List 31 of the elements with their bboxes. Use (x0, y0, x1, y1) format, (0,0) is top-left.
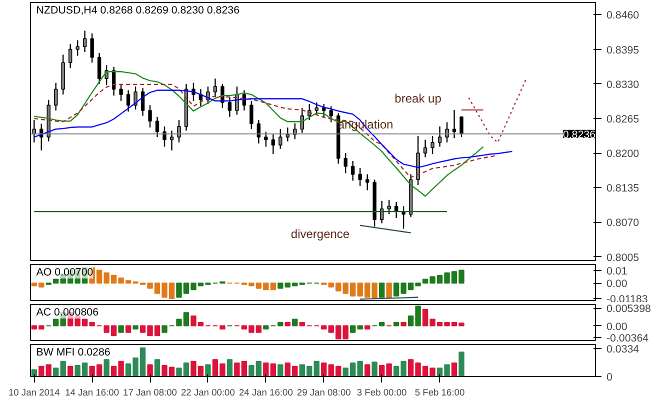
y-tick-label: 0.8395 (606, 44, 640, 56)
x-tick-label: 10 Jan 2014 (8, 388, 60, 398)
chart-title: BW MFI 0.0286 (36, 346, 110, 358)
y-tick-label: 0.00 (606, 278, 628, 290)
y-tick-label: 0.01 (606, 265, 628, 278)
y-tick-label: 0.8070 (606, 217, 640, 230)
x-tick-label: 3 Feb 00:00 (356, 388, 407, 398)
x-tick-label: 29 Jan 08:00 (296, 388, 351, 398)
x-tick-label: 24 Jan 16:00 (238, 388, 293, 398)
y-tick-label: 0.8330 (606, 78, 640, 91)
annotation: divergence (290, 227, 350, 242)
y-tick-label: 0.8200 (606, 148, 640, 160)
y-tick-label: 0.005398 (606, 303, 652, 316)
chart-title: NZDUSD,H4 0.8268 0.8269 0.8230 0.8236 (36, 4, 240, 16)
y-tick-label: 0.0334 (606, 343, 640, 356)
chart-title: AC 0.000806 (36, 306, 99, 318)
chart-title: AO 0.00700 (36, 266, 94, 278)
x-tick-label: 5 Feb 16:00 (414, 388, 465, 398)
y-tick-label: 0.8460 (606, 10, 640, 22)
x-tick-label: 17 Jan 08:00 (123, 388, 177, 398)
y-tick-label: 0 (606, 372, 612, 384)
y-tick-label: 0.8135 (606, 182, 640, 195)
x-tick-label: 14 Jan 16:00 (65, 388, 120, 398)
y-tick-label: 0.00 (606, 320, 628, 333)
y-tick-label: -0.00364 (606, 332, 649, 345)
y-tick-label: 0.8265 (606, 113, 640, 126)
y-tick-label: 0.8005 (606, 252, 640, 264)
annotation: break up (394, 92, 442, 106)
ref-line-label: 0.8236 (562, 128, 596, 141)
x-tick-label: 22 Jan 00:00 (180, 388, 235, 398)
y-tick-label: -0.01183 (606, 293, 648, 306)
